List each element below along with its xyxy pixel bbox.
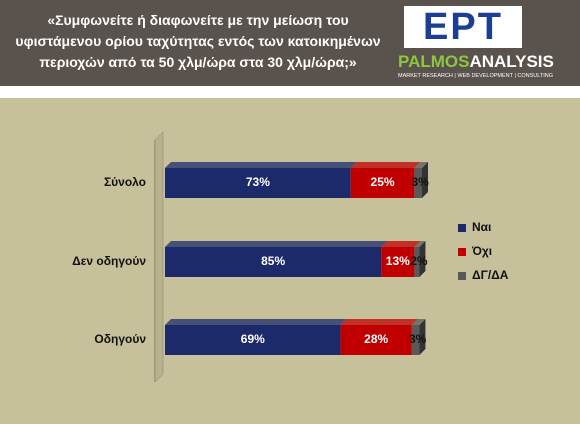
bar xyxy=(411,325,420,355)
value-label: 25% xyxy=(371,175,395,189)
legend-label: ΔΓ/ΔΑ xyxy=(472,268,509,282)
bar-top xyxy=(414,162,428,168)
bar-side xyxy=(419,241,426,277)
bar-top xyxy=(340,319,418,325)
bar-top xyxy=(411,319,426,325)
bar-top xyxy=(350,162,421,168)
value-label: 3% xyxy=(412,175,430,189)
bar xyxy=(340,325,412,355)
legend-swatch xyxy=(458,224,466,232)
bar xyxy=(165,247,382,277)
bar xyxy=(165,325,341,355)
bar-side xyxy=(419,319,426,355)
brand-bold: PALMOS xyxy=(398,52,470,71)
value-label: 2% xyxy=(410,254,428,268)
title: «Συμφωνείτε ή διαφωνείτε με την μείωση τ… xyxy=(15,12,381,70)
legend-label: Ναι xyxy=(472,220,491,234)
value-label: 3% xyxy=(409,332,427,346)
bar xyxy=(165,168,351,198)
value-label: 13% xyxy=(386,254,410,268)
category-label: Σύνολο xyxy=(104,175,146,189)
bar-side xyxy=(422,162,428,198)
tagline: MARKET RESEARCH | WEB DEVELOPMENT | CONS… xyxy=(398,73,554,79)
value-label: 73% xyxy=(246,175,270,189)
bar-top xyxy=(165,241,388,247)
value-label: 28% xyxy=(364,332,388,346)
axis-wall xyxy=(154,131,164,383)
legend-swatch xyxy=(458,272,466,280)
header: «Συμφωνείτε ή διαφωνείτε με την μείωση τ… xyxy=(0,0,580,86)
legend-swatch xyxy=(458,248,466,256)
bar xyxy=(414,247,420,277)
category-label: Δεν οδηγούν xyxy=(72,254,146,268)
chart: Σύνολο 73% 25% 3% Δεν οδηγούν 85% 13% 2% Οδηγούν… xyxy=(0,98,580,424)
legend-label: Όχι xyxy=(471,244,492,258)
category-label: Οδηγούν xyxy=(94,332,146,346)
value-label: 85% xyxy=(261,254,285,268)
bar-top xyxy=(414,241,426,247)
value-label: 69% xyxy=(241,332,265,346)
bar xyxy=(350,168,415,198)
brand: PALMOSANALYSIS xyxy=(398,52,554,72)
bar xyxy=(414,168,422,198)
bar-top xyxy=(165,162,357,168)
bar-top xyxy=(165,319,347,325)
bar-top xyxy=(381,241,421,247)
logo: ΕΡΤ xyxy=(404,6,522,48)
brand-rest: ANALYSIS xyxy=(469,52,554,71)
bar xyxy=(381,247,415,277)
